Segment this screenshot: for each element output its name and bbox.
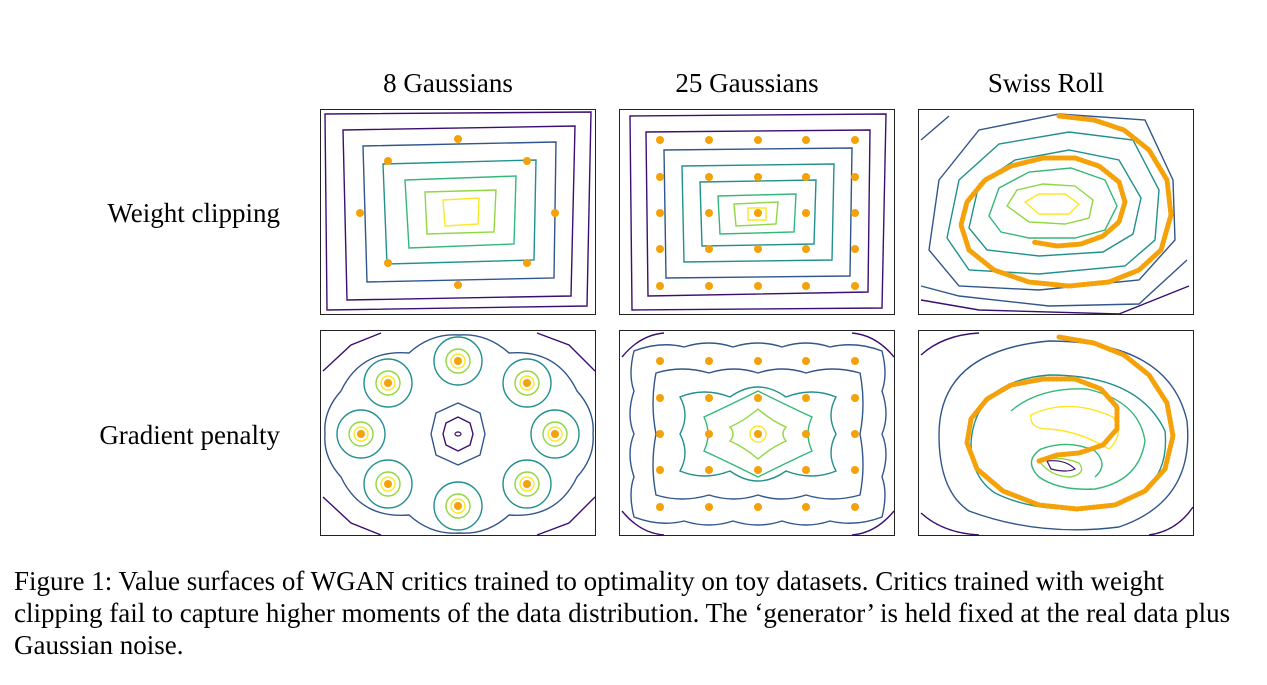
column-title-8-gaussians: 8 Gaussians <box>383 68 513 98</box>
row-title-gradient-penalty: Gradient penalty <box>99 420 280 450</box>
panel-gradient-penalty-swiss-roll <box>918 330 1194 536</box>
figure-caption: Figure 1: Value surfaces of WGAN critics… <box>14 566 1231 660</box>
panel-gradient-penalty-8-gaussians <box>320 330 596 536</box>
column-title-swiss-roll: Swiss Roll <box>987 68 1105 98</box>
panel-weight-clipping-swiss-roll <box>918 109 1194 315</box>
column-title-25-gaussians: 25 Gaussians <box>675 68 819 98</box>
panel-weight-clipping-25-gaussians <box>619 109 895 315</box>
panel-weight-clipping-8-gaussians <box>320 109 596 315</box>
row-title-weight-clipping: Weight clipping <box>107 198 280 228</box>
panel-gradient-penalty-25-gaussians <box>619 330 895 536</box>
